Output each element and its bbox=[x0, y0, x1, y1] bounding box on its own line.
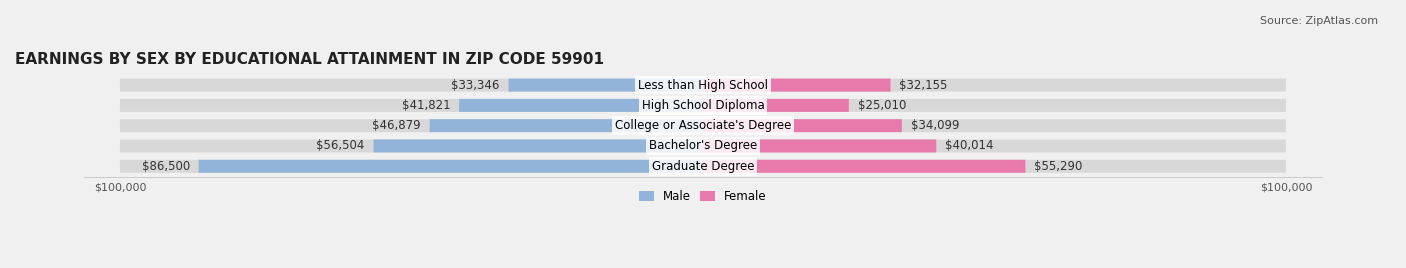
FancyBboxPatch shape bbox=[120, 99, 1286, 112]
FancyBboxPatch shape bbox=[120, 160, 1286, 173]
Legend: Male, Female: Male, Female bbox=[634, 185, 772, 208]
FancyBboxPatch shape bbox=[703, 79, 890, 92]
Text: High School Diploma: High School Diploma bbox=[641, 99, 765, 112]
FancyBboxPatch shape bbox=[430, 119, 703, 132]
Text: Source: ZipAtlas.com: Source: ZipAtlas.com bbox=[1260, 16, 1378, 26]
FancyBboxPatch shape bbox=[703, 99, 849, 112]
FancyBboxPatch shape bbox=[120, 139, 1286, 152]
Text: $55,290: $55,290 bbox=[1035, 160, 1083, 173]
Text: $40,014: $40,014 bbox=[945, 139, 994, 152]
Text: $86,500: $86,500 bbox=[142, 160, 190, 173]
Text: $34,099: $34,099 bbox=[911, 119, 959, 132]
Text: Graduate Degree: Graduate Degree bbox=[652, 160, 754, 173]
Text: Less than High School: Less than High School bbox=[638, 79, 768, 92]
Text: $56,504: $56,504 bbox=[316, 139, 364, 152]
FancyBboxPatch shape bbox=[703, 160, 1025, 173]
Text: $33,346: $33,346 bbox=[451, 79, 499, 92]
FancyBboxPatch shape bbox=[509, 79, 703, 92]
Text: EARNINGS BY SEX BY EDUCATIONAL ATTAINMENT IN ZIP CODE 59901: EARNINGS BY SEX BY EDUCATIONAL ATTAINMEN… bbox=[15, 52, 605, 67]
FancyBboxPatch shape bbox=[198, 160, 703, 173]
Text: $46,879: $46,879 bbox=[373, 119, 420, 132]
FancyBboxPatch shape bbox=[460, 99, 703, 112]
FancyBboxPatch shape bbox=[703, 119, 901, 132]
Text: $41,821: $41,821 bbox=[402, 99, 450, 112]
Text: $25,010: $25,010 bbox=[858, 99, 905, 112]
Text: College or Associate's Degree: College or Associate's Degree bbox=[614, 119, 792, 132]
Text: $32,155: $32,155 bbox=[900, 79, 948, 92]
FancyBboxPatch shape bbox=[703, 139, 936, 152]
Text: Bachelor's Degree: Bachelor's Degree bbox=[650, 139, 756, 152]
FancyBboxPatch shape bbox=[120, 119, 1286, 132]
FancyBboxPatch shape bbox=[120, 79, 1286, 92]
FancyBboxPatch shape bbox=[374, 139, 703, 152]
